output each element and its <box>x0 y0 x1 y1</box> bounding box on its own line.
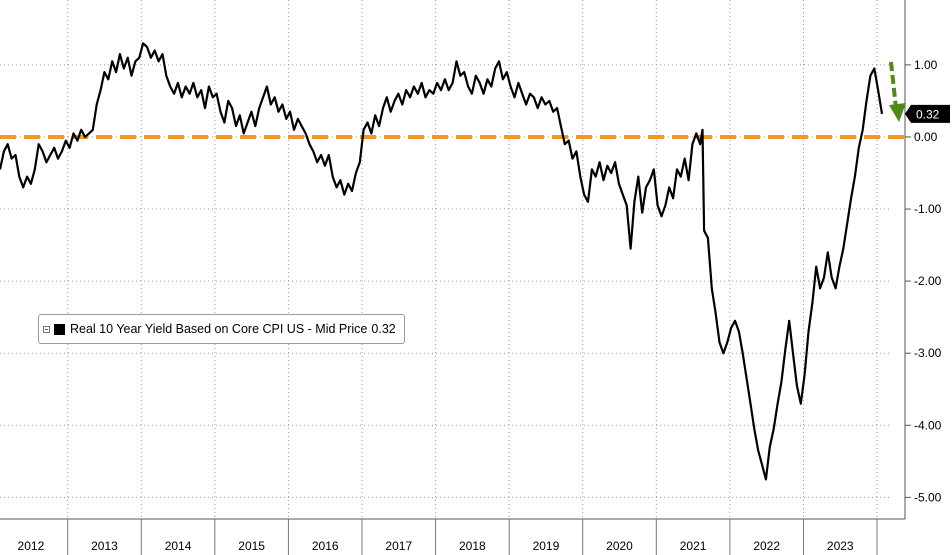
x-tick-label: 2020 <box>606 539 633 553</box>
y-tick-label: 1.00 <box>914 58 938 72</box>
series-line <box>0 42 884 481</box>
x-tick-label: 2018 <box>459 539 486 553</box>
down-arrow-head <box>889 103 906 122</box>
last-value-badge: 0.32 <box>905 104 950 123</box>
last-value-badge-bg <box>905 104 950 123</box>
last-value-label: 0.32 <box>916 107 940 121</box>
x-tick-label: 2021 <box>680 539 707 553</box>
x-tick-label: 2012 <box>18 539 45 553</box>
x-tick-label: 2022 <box>753 539 780 553</box>
down-arrow-icon <box>889 61 906 122</box>
x-tick-label: 2023 <box>827 539 854 553</box>
legend: Real 10 Year Yield Based on Core CPI US … <box>38 314 405 344</box>
x-tick-label: 2016 <box>312 539 339 553</box>
x-tick-label: 2013 <box>91 539 118 553</box>
y-tick-labels: 1.00 0.00 -1.00 -2.00 -3.00 -4.00 -5.00 <box>914 58 942 505</box>
x-tick-labels: 2012 2013 2014 2015 2016 2017 2018 2019 2020 2021… <box>18 539 854 553</box>
series-layer: 0.32 <box>0 42 950 481</box>
annotation-layer <box>889 61 906 122</box>
x-tick-label: 2015 <box>238 539 265 553</box>
y-tick-label: -3.00 <box>914 346 942 360</box>
y-tick-label: -5.00 <box>914 490 942 504</box>
y-tick-label: -2.00 <box>914 274 942 288</box>
axes <box>0 0 911 555</box>
x-tick-label: 2019 <box>533 539 560 553</box>
legend-label: Real 10 Year Yield Based on Core CPI US … <box>70 322 396 336</box>
legend-toggle-icon[interactable] <box>43 325 50 333</box>
down-arrow-shaft <box>889 61 898 109</box>
x-tick-label: 2017 <box>385 539 412 553</box>
legend-swatch <box>54 323 65 335</box>
x-tick-label: 2014 <box>165 539 192 553</box>
y-tick-label: -1.00 <box>914 202 942 216</box>
y-tick-label: -4.00 <box>914 418 942 432</box>
legend-series-value: 0.32 <box>371 322 396 336</box>
legend-series-name: Real 10 Year Yield Based on Core CPI US … <box>70 322 368 336</box>
y-tick-label: 0.00 <box>914 130 938 144</box>
